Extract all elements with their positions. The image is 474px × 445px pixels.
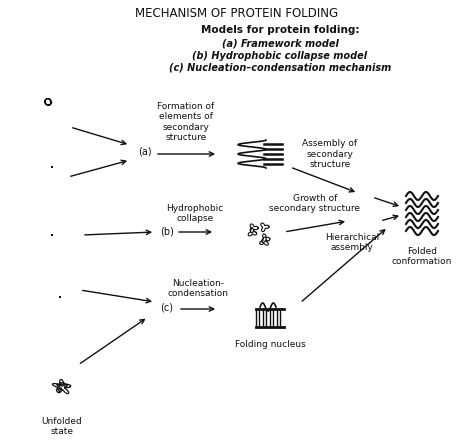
Text: Hierarchical
assembly: Hierarchical assembly bbox=[325, 233, 379, 252]
Text: (a) Framework model: (a) Framework model bbox=[221, 39, 338, 49]
Text: Hydrophobic
collapse: Hydrophobic collapse bbox=[166, 204, 224, 223]
Text: (b): (b) bbox=[160, 227, 174, 237]
Text: (a): (a) bbox=[138, 146, 152, 156]
Text: Unfolded
state: Unfolded state bbox=[42, 417, 82, 437]
Text: (c) Nucleation–condensation mechanism: (c) Nucleation–condensation mechanism bbox=[169, 63, 391, 73]
Text: (c): (c) bbox=[160, 302, 173, 312]
Text: (b) Hydrophobic collapse model: (b) Hydrophobic collapse model bbox=[192, 51, 367, 61]
Text: MECHANISM OF PROTEIN FOLDING: MECHANISM OF PROTEIN FOLDING bbox=[136, 7, 338, 20]
Text: Folding nucleus: Folding nucleus bbox=[235, 340, 305, 349]
Text: Folded
conformation: Folded conformation bbox=[392, 247, 452, 267]
Text: Assembly of
secondary
structure: Assembly of secondary structure bbox=[302, 139, 357, 169]
Text: Nucleation-
condensation: Nucleation- condensation bbox=[167, 279, 228, 298]
Text: Formation of
elements of
secondary
structure: Formation of elements of secondary struc… bbox=[157, 102, 215, 142]
Text: Models for protein folding:: Models for protein folding: bbox=[201, 25, 359, 35]
Text: Growth of
secondary structure: Growth of secondary structure bbox=[270, 194, 361, 213]
